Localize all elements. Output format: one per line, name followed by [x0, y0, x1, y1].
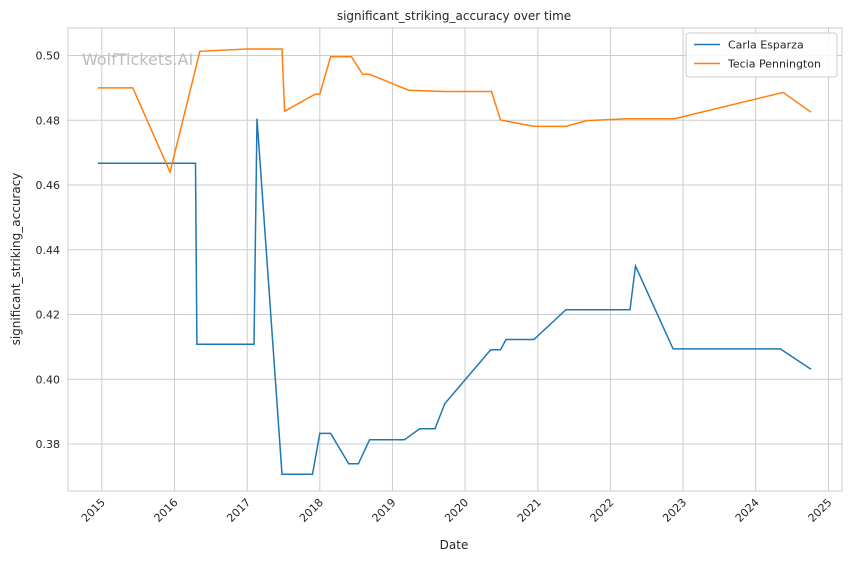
series-line-carla-esparza	[97, 118, 812, 475]
watermark: WolfTickets.AI	[82, 50, 193, 69]
x-axis-label: Date	[440, 538, 469, 552]
y-axis-ticks: 0.38 0.40 0.42 0.44 0.46 0.48 0.50	[36, 50, 61, 452]
y-axis-label: significant_striking_accuracy	[9, 173, 23, 346]
y-tick-label: 0.48	[36, 114, 61, 127]
plot-frame	[67, 27, 843, 492]
x-tick-label: 2025	[806, 496, 835, 525]
series-layer	[97, 48, 812, 475]
x-tick-label: 2017	[224, 496, 253, 525]
x-tick-label: 2015	[79, 496, 108, 525]
x-axis-ticks: 2015 2016 2017 2018 2019 2020 2021 2022 2023 2024…	[79, 496, 835, 525]
legend: Carla Esparza Tecia Pennington	[685, 32, 838, 78]
x-tick-label: 2024	[733, 496, 762, 525]
legend-box	[685, 32, 838, 78]
chart-title: significant_striking_accuracy over time	[337, 9, 571, 23]
x-tick-label: 2016	[152, 496, 181, 525]
x-tick-label: 2018	[297, 496, 326, 525]
legend-label-tecia-pennington: Tecia Pennington	[727, 58, 821, 71]
x-tick-label: 2022	[588, 496, 617, 525]
y-tick-label: 0.40	[36, 373, 61, 386]
x-tick-label: 2020	[442, 496, 471, 525]
x-tick-label: 2021	[515, 496, 544, 525]
x-tick-label: 2023	[660, 496, 689, 525]
y-tick-label: 0.42	[36, 309, 61, 322]
y-tick-label: 0.38	[36, 438, 61, 451]
x-tick-label: 2019	[370, 496, 399, 525]
y-tick-label: 0.44	[36, 244, 61, 257]
series-line-tecia-pennington	[97, 48, 812, 175]
legend-label-carla-esparza: Carla Esparza	[728, 39, 804, 52]
grid	[68, 28, 842, 491]
y-tick-label: 0.46	[36, 179, 61, 192]
y-tick-label: 0.50	[36, 50, 61, 63]
